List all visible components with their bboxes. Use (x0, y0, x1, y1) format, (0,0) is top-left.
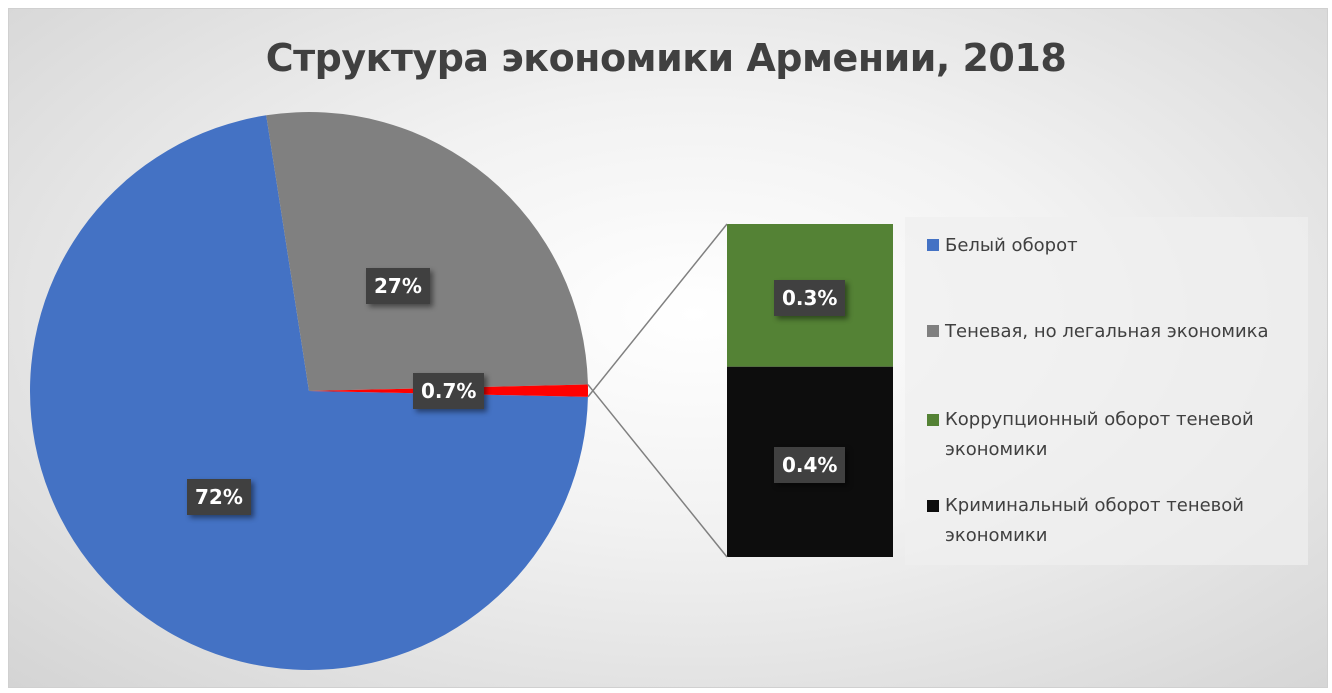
chart-title: Структура экономики Армении, 2018 (265, 36, 1067, 80)
data-label-red: 0.7% (413, 373, 485, 409)
legend-label: Белый оборот (945, 235, 1078, 256)
data-label-green: 0.3% (774, 280, 846, 316)
legend-swatch (927, 500, 939, 512)
legend-item: Белый оборот (927, 231, 1078, 261)
legend-swatch (927, 414, 939, 426)
legend-item: Теневая, но легальная экономика (927, 317, 1269, 347)
legend-swatch (927, 325, 939, 337)
pie-slice-1 (266, 111, 588, 391)
legend-item: Коррупционный оборот теневой экономики (927, 405, 1287, 465)
legend-label: Криминальный оборот теневой экономики (945, 495, 1244, 546)
data-label-blue: 72% (187, 479, 251, 515)
legend-swatch (927, 239, 939, 251)
legend: Белый оборот Теневая, но легальная эконо… (905, 217, 1308, 565)
connector-line-1 (587, 384, 728, 558)
data-label-black: 0.4% (774, 447, 846, 483)
legend-item: Криминальный оборот теневой экономики (927, 491, 1287, 551)
data-label-gray: 27% (366, 268, 430, 304)
legend-label: Коррупционный оборот теневой экономики (945, 409, 1254, 460)
connector-line-0 (587, 223, 728, 398)
pie-slice-0 (29, 115, 588, 670)
legend-label: Теневая, но легальная экономика (945, 321, 1269, 342)
